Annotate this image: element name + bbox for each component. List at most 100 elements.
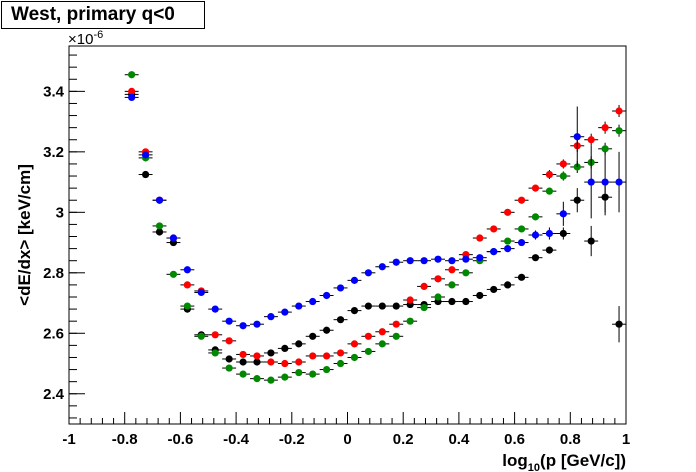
marker — [434, 293, 442, 301]
data-point — [138, 170, 153, 179]
marker — [197, 332, 205, 340]
marker — [559, 229, 567, 238]
data-point — [458, 255, 473, 263]
data-point — [236, 370, 251, 378]
data-point — [542, 227, 557, 240]
x-tick-label: -0.6 — [167, 431, 193, 448]
marker — [239, 350, 247, 359]
marker — [504, 208, 512, 216]
marker — [420, 303, 428, 312]
data-point — [444, 257, 459, 265]
data-point — [584, 133, 599, 146]
marker — [323, 291, 331, 300]
data-point — [431, 275, 445, 283]
marker — [545, 187, 554, 195]
data-point — [194, 288, 209, 297]
data-point — [138, 151, 153, 159]
data-point — [319, 365, 334, 374]
data-point — [277, 373, 292, 381]
marker — [615, 127, 623, 135]
data-point — [361, 302, 376, 310]
marker — [183, 266, 191, 274]
data-point — [444, 297, 459, 306]
data-point — [570, 106, 585, 167]
marker — [545, 246, 554, 254]
y-axis: 2.4 2.6 2.8 3 3.2 3.4 — [43, 54, 85, 419]
y-scale-factor: ×10-6 — [68, 29, 103, 48]
marker — [183, 302, 191, 310]
marker — [309, 297, 317, 306]
data-point — [472, 291, 487, 300]
marker — [281, 344, 289, 352]
data-point — [277, 308, 292, 316]
data-point — [208, 349, 223, 357]
data-point — [472, 234, 487, 242]
marker — [615, 178, 623, 186]
marker — [517, 225, 526, 233]
y-tick-label: 3.4 — [43, 83, 65, 100]
marker — [392, 258, 400, 266]
data-point — [486, 225, 501, 233]
data-point — [598, 121, 613, 134]
data-point — [528, 254, 543, 262]
data-point — [333, 316, 348, 324]
marker — [225, 355, 233, 363]
marker — [364, 302, 372, 310]
marker — [295, 368, 303, 377]
data-point — [612, 104, 626, 118]
marker — [476, 291, 484, 300]
x-tick-label: 0.4 — [448, 431, 470, 448]
data-point — [514, 273, 529, 281]
data-point — [612, 124, 626, 137]
marker — [155, 228, 164, 236]
data-point — [417, 257, 432, 265]
marker — [197, 288, 205, 297]
data-point — [431, 255, 445, 263]
marker — [211, 349, 219, 357]
data-point — [500, 245, 515, 253]
data-point — [124, 71, 139, 79]
x-tick-label: 0.8 — [560, 431, 581, 448]
chart-title: West, primary q<0 — [1, 1, 205, 29]
data-point — [319, 291, 334, 300]
data-point — [361, 332, 376, 340]
marker — [462, 255, 470, 263]
data-point — [319, 352, 334, 360]
data-point — [152, 228, 167, 236]
marker — [128, 87, 136, 95]
data-point — [542, 169, 557, 180]
marker — [531, 254, 540, 262]
marker — [350, 353, 359, 362]
data-point — [375, 263, 390, 271]
data-point — [222, 355, 237, 363]
marker — [448, 297, 456, 306]
data-point — [361, 347, 376, 356]
data-point — [389, 332, 404, 340]
data-point — [291, 368, 306, 377]
data-point — [417, 282, 432, 291]
marker — [267, 358, 275, 366]
marker — [239, 322, 247, 330]
marker — [517, 196, 526, 204]
x-tick-label: 1 — [622, 431, 630, 448]
marker — [406, 317, 414, 325]
marker — [225, 317, 233, 325]
data-point — [305, 352, 320, 360]
marker — [267, 376, 275, 384]
data-point — [236, 322, 251, 330]
marker — [517, 273, 526, 281]
marker — [490, 285, 498, 294]
marker — [253, 375, 261, 383]
marker — [601, 124, 609, 132]
data-point — [222, 317, 237, 325]
marker — [211, 305, 219, 313]
marker — [253, 358, 261, 366]
x-axis: -1 -0.8 -0.6 -0.4 -0.2 0 0.2 0.4 0.6 0.8 1 — [62, 412, 630, 448]
data-point — [500, 237, 515, 245]
x-tick-label: -0.4 — [223, 431, 250, 448]
marker — [531, 184, 540, 192]
data-point — [403, 257, 418, 265]
marker — [601, 178, 609, 186]
data-point — [250, 352, 264, 360]
